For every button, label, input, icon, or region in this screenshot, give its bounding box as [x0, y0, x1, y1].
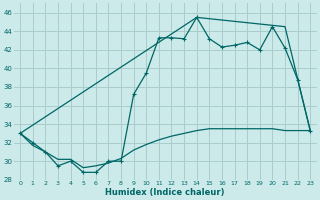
X-axis label: Humidex (Indice chaleur): Humidex (Indice chaleur) [106, 188, 225, 197]
